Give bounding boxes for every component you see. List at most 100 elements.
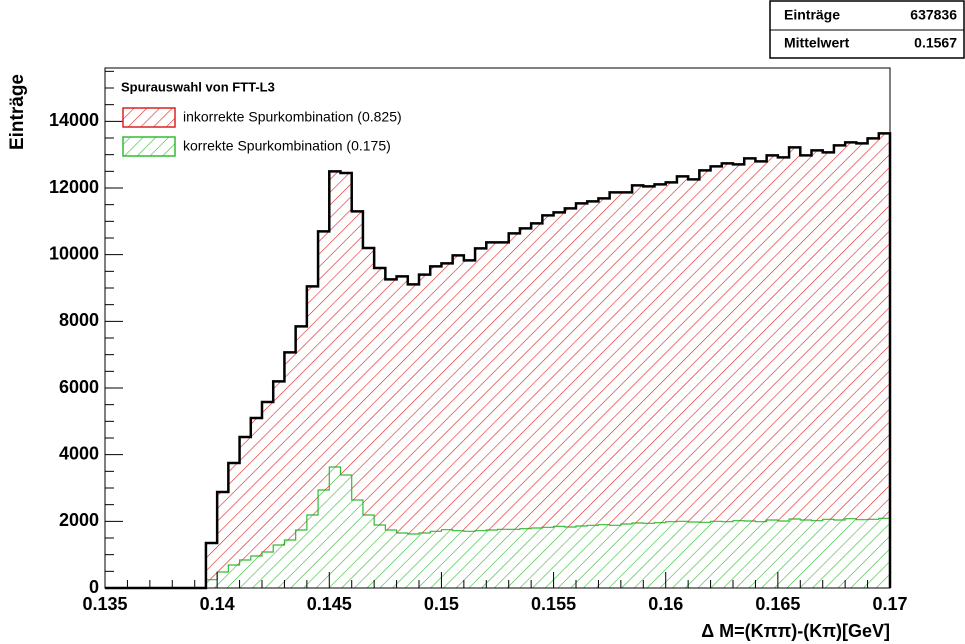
histogram-bar xyxy=(295,326,307,530)
histogram-bar xyxy=(486,530,498,588)
histogram-bar xyxy=(609,192,621,526)
histogram-bar xyxy=(699,170,711,523)
histogram-bar xyxy=(430,531,442,588)
histogram-bar xyxy=(508,233,520,530)
histogram-bar xyxy=(777,521,790,588)
histogram-bar xyxy=(217,492,229,572)
histogram-bar xyxy=(306,286,319,515)
histogram-bar xyxy=(878,133,890,519)
histogram-bar xyxy=(531,528,543,588)
histogram-bar xyxy=(744,158,756,522)
histogram-bar xyxy=(273,545,285,588)
legend-title: Spurauswahl von FTT-L3 xyxy=(121,79,275,94)
histogram-bar xyxy=(419,274,431,533)
histogram-bar xyxy=(822,519,834,588)
histogram-bar xyxy=(542,527,554,588)
histogram-bar xyxy=(396,276,408,533)
stats-label: Mittelwert xyxy=(784,35,850,51)
histogram-bar xyxy=(385,530,397,588)
y-tick-label: 6000 xyxy=(59,377,99,397)
histogram-bar xyxy=(576,203,588,527)
y-tick-label: 2000 xyxy=(59,510,99,530)
histogram-bar xyxy=(250,418,262,556)
histogram-bar xyxy=(710,521,722,588)
histogram-bar xyxy=(318,490,330,588)
histogram-bar xyxy=(587,201,599,526)
x-tick-label: 0.16 xyxy=(648,594,683,614)
histogram-bar xyxy=(385,279,397,530)
histogram-bar xyxy=(306,515,319,588)
histogram-bar xyxy=(374,525,386,588)
histogram-bar xyxy=(329,171,341,468)
histogram-bar xyxy=(654,522,666,588)
histogram-outline xyxy=(105,132,892,590)
histogram-bar xyxy=(441,263,453,530)
histogram-bar xyxy=(228,463,240,565)
histogram-bar xyxy=(463,531,476,588)
histogram-bar xyxy=(497,529,509,588)
x-tick-label: 0.14 xyxy=(200,594,235,614)
histogram-bar xyxy=(542,215,554,528)
histogram-bar xyxy=(228,565,240,588)
histogram-bar xyxy=(856,143,868,520)
y-tick-label: 10000 xyxy=(49,243,99,263)
histogram-bar xyxy=(867,138,879,520)
histogram-bar xyxy=(475,530,487,588)
histogram-bar xyxy=(374,268,386,525)
histogram-bar xyxy=(463,260,476,532)
histogram-bar xyxy=(867,519,879,588)
histogram-bar xyxy=(318,231,330,491)
y-tick-label: 8000 xyxy=(59,310,99,330)
histogram-bar xyxy=(519,528,532,588)
histogram-bar xyxy=(833,145,846,521)
histogram-bar xyxy=(609,525,621,588)
histogram-bar xyxy=(755,521,767,588)
y-axis-label: Einträge xyxy=(7,74,28,150)
histogram-bar xyxy=(262,552,274,588)
histogram-bar xyxy=(878,518,890,588)
legend-label: korrekte Spurkombination (0.175) xyxy=(183,138,391,154)
histogram-bar xyxy=(733,520,745,588)
histogram-bar xyxy=(486,242,498,531)
histogram-bar xyxy=(239,437,251,560)
histogram-bar xyxy=(676,176,689,522)
histogram-bar xyxy=(351,500,363,588)
histogram-bar xyxy=(688,522,700,588)
histogram-bar xyxy=(217,572,229,588)
histogram-bar xyxy=(351,211,363,501)
x-tick-label: 0.165 xyxy=(755,594,800,614)
histogram-bar xyxy=(564,527,576,588)
histogram-bar xyxy=(845,142,857,519)
y-tick-label: 4000 xyxy=(59,443,99,463)
histogram-bar xyxy=(430,266,442,532)
histogram-bar xyxy=(519,228,532,529)
histogram-bar xyxy=(688,179,700,523)
histogram-bar xyxy=(676,521,689,588)
histogram-bar xyxy=(598,198,610,525)
histogram-bar xyxy=(766,155,778,521)
histogram-bar xyxy=(789,519,801,588)
histogram-bar xyxy=(665,182,677,522)
stats-value: 637836 xyxy=(910,7,957,23)
histogram-bar xyxy=(598,524,610,588)
y-tick-label: 0 xyxy=(89,577,99,597)
histogram-bar xyxy=(329,467,341,588)
histogram-bar xyxy=(789,147,801,520)
histogram-bar xyxy=(396,533,408,588)
histogram-bar xyxy=(205,579,218,588)
histogram-bar xyxy=(273,381,285,545)
legend-label: inkorrekte Spurkombination (0.825) xyxy=(183,109,402,125)
histogram-bar xyxy=(475,248,487,531)
histogram-bar xyxy=(340,475,352,588)
histogram-bar xyxy=(822,152,834,520)
histogram-bar xyxy=(643,186,655,524)
stats-label: Einträge xyxy=(784,7,840,23)
histogram-bar xyxy=(564,208,576,528)
histogram-bar xyxy=(407,534,419,588)
legend-swatch xyxy=(122,136,176,157)
histogram-bar xyxy=(205,543,218,580)
histogram-bar xyxy=(362,248,375,515)
histogram-bar xyxy=(407,284,419,534)
histogram-bar xyxy=(766,520,778,588)
histogram-bar xyxy=(284,352,296,540)
